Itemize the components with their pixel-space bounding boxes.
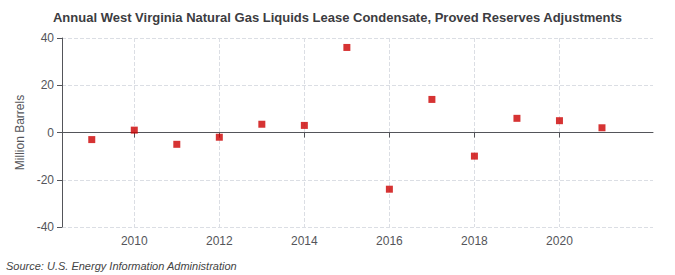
svg-text:2018: 2018	[461, 234, 488, 248]
svg-text:2012: 2012	[206, 234, 233, 248]
svg-text:0: 0	[47, 126, 54, 140]
svg-text:2014: 2014	[291, 234, 318, 248]
svg-text:-20: -20	[37, 173, 55, 187]
svg-text:-40: -40	[37, 220, 55, 234]
svg-text:2016: 2016	[376, 234, 403, 248]
svg-text:Million Barrels: Million Barrels	[13, 95, 27, 170]
svg-text:2010: 2010	[121, 234, 148, 248]
svg-text:40: 40	[41, 31, 55, 45]
svg-text:Source: U.S. Energy Informatio: Source: U.S. Energy Information Administ…	[6, 260, 237, 272]
svg-text:20: 20	[41, 78, 55, 92]
svg-text:Annual West Virginia Natural G: Annual West Virginia Natural Gas Liquids…	[53, 10, 622, 25]
svg-text:2020: 2020	[546, 234, 573, 248]
